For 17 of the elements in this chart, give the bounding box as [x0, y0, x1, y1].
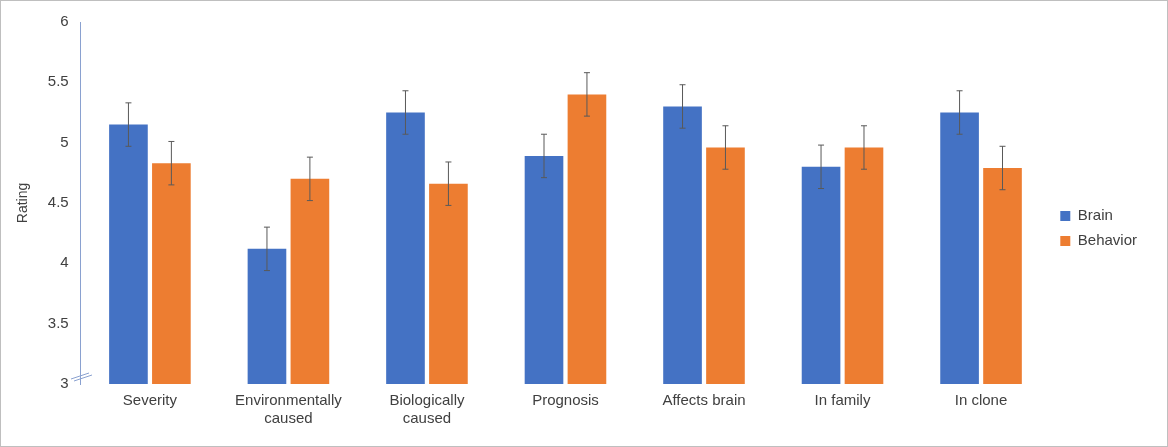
y-tick-label: 4.5: [47, 193, 69, 211]
y-tick-label: 6: [60, 12, 69, 30]
y-tick-label: 3: [60, 374, 69, 392]
x-tick-label: In family: [814, 391, 871, 409]
y-tick-label: 5.5: [47, 72, 69, 90]
legend-label: Behavior: [1077, 231, 1137, 249]
legend-label: Brain: [1077, 206, 1113, 224]
y-tick-label: 3.5: [47, 313, 69, 331]
x-tick-label: Prognosis: [532, 391, 599, 409]
x-tick-label: Environmentally caused: [235, 391, 343, 427]
y-axis-title: Rating: [14, 182, 31, 224]
y-tick-label: 5: [60, 132, 69, 150]
x-tick-label: In clone: [954, 391, 1008, 409]
y-tick-label: 4: [60, 253, 69, 271]
x-tick-label: Biologically caused: [389, 391, 465, 427]
x-tick-label: Severity: [122, 391, 178, 409]
x-tick-label: Affects brain: [662, 391, 746, 409]
